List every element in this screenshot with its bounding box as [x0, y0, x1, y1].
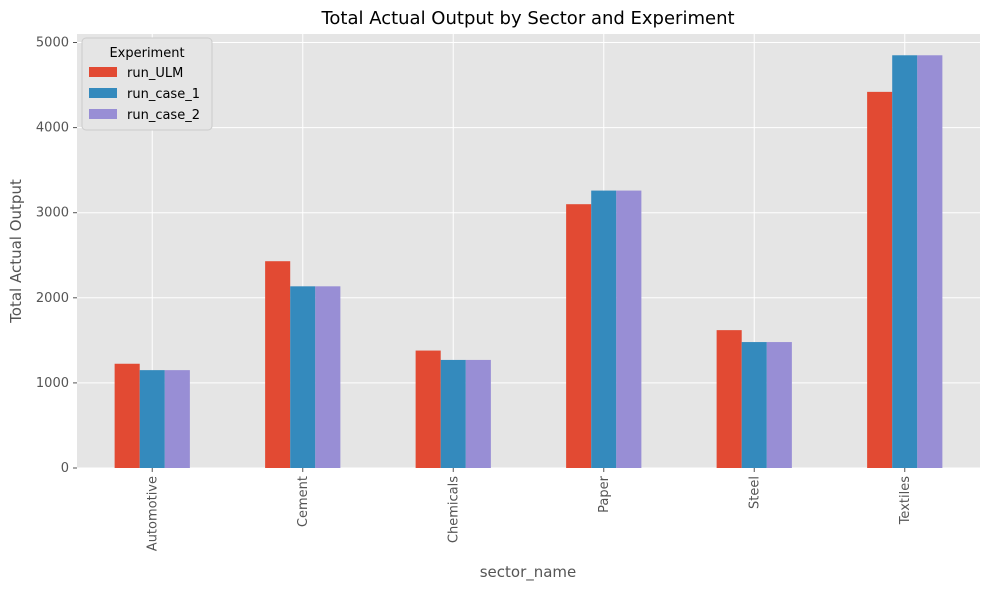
bar-run_case_2-textiles	[917, 55, 943, 469]
bar-run_ULM-chemicals	[415, 350, 441, 468]
y-tick-label: 1000	[36, 376, 69, 391]
y-tick-label: 5000	[36, 36, 69, 51]
bar-run_case_2-chemicals	[465, 359, 491, 468]
y-axis-label: Total Actual Output	[7, 179, 25, 324]
x-axis-label: sector_name	[480, 563, 577, 582]
legend-swatch	[89, 109, 117, 119]
bar-run_case_2-cement	[315, 286, 341, 468]
bar-run_case_1-cement	[290, 286, 316, 468]
bar-run_ULM-cement	[265, 261, 291, 468]
bar-run_case_1-chemicals	[440, 359, 466, 468]
x-tick-label: Textiles	[898, 476, 913, 526]
bar-run_case_1-textiles	[892, 55, 918, 469]
plot-area	[77, 34, 980, 468]
bar-run_case_1-paper	[591, 190, 617, 469]
legend-label: run_case_1	[127, 87, 200, 102]
bar-run_ULM-textiles	[867, 91, 893, 468]
legend: Experiment run_ULM run_case_1 run_case_2	[81, 37, 213, 131]
bar-run_ULM-steel	[716, 330, 742, 468]
legend-title: Experiment	[109, 46, 184, 61]
x-tick-labels: Automotive Cement Chemicals Paper Steel Texti…	[145, 468, 913, 551]
chart-title: Total Actual Output by Sector and Experi…	[320, 8, 734, 29]
bar-run_ULM-automotive	[114, 363, 140, 468]
legend-label: run_ULM	[127, 66, 183, 81]
x-tick-label: Steel	[747, 476, 762, 509]
bar-run_case_2-steel	[766, 342, 792, 468]
bars	[114, 55, 943, 469]
legend-swatch	[89, 67, 117, 77]
bar-run_ULM-paper	[566, 204, 592, 468]
x-tick-label: Chemicals	[446, 476, 461, 543]
legend-label: run_case_2	[127, 108, 200, 123]
x-tick-label: Automotive	[145, 476, 160, 551]
legend-box	[81, 37, 213, 131]
bar-run_case_2-automotive	[164, 370, 190, 468]
y-tick-label: 0	[61, 461, 69, 476]
legend-swatch	[89, 88, 117, 98]
bar-run_case_2-paper	[616, 190, 642, 469]
y-tick-label: 3000	[36, 206, 69, 221]
bar-run_case_1-steel	[741, 342, 767, 468]
y-tick-label: 4000	[36, 121, 69, 136]
x-tick-label: Paper	[597, 475, 612, 512]
y-tick-label: 2000	[36, 291, 69, 306]
x-tick-label: Cement	[296, 476, 311, 527]
bar-run_case_1-automotive	[139, 370, 165, 468]
y-tick-labels: 0 1000 2000 3000 4000 5000	[36, 36, 77, 476]
